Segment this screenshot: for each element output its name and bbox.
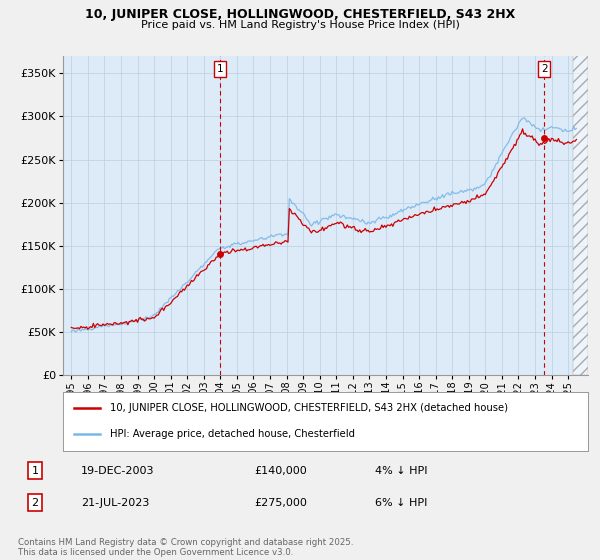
Text: 19-DEC-2003: 19-DEC-2003 [81, 465, 155, 475]
Text: 10, JUNIPER CLOSE, HOLLINGWOOD, CHESTERFIELD, S43 2HX (detached house): 10, JUNIPER CLOSE, HOLLINGWOOD, CHESTERF… [110, 403, 508, 413]
Text: 21-JUL-2023: 21-JUL-2023 [81, 498, 149, 508]
Text: 6% ↓ HPI: 6% ↓ HPI [375, 498, 427, 508]
Text: 1: 1 [217, 64, 224, 74]
Text: Contains HM Land Registry data © Crown copyright and database right 2025.
This d: Contains HM Land Registry data © Crown c… [18, 538, 353, 557]
Text: HPI: Average price, detached house, Chesterfield: HPI: Average price, detached house, Ches… [110, 430, 355, 440]
Text: £140,000: £140,000 [254, 465, 307, 475]
Text: 1: 1 [32, 465, 38, 475]
Text: 2: 2 [31, 498, 38, 508]
Text: Price paid vs. HM Land Registry's House Price Index (HPI): Price paid vs. HM Land Registry's House … [140, 20, 460, 30]
Text: 2: 2 [541, 64, 547, 74]
Text: 10, JUNIPER CLOSE, HOLLINGWOOD, CHESTERFIELD, S43 2HX: 10, JUNIPER CLOSE, HOLLINGWOOD, CHESTERF… [85, 8, 515, 21]
Text: £275,000: £275,000 [254, 498, 307, 508]
Text: 4% ↓ HPI: 4% ↓ HPI [375, 465, 427, 475]
